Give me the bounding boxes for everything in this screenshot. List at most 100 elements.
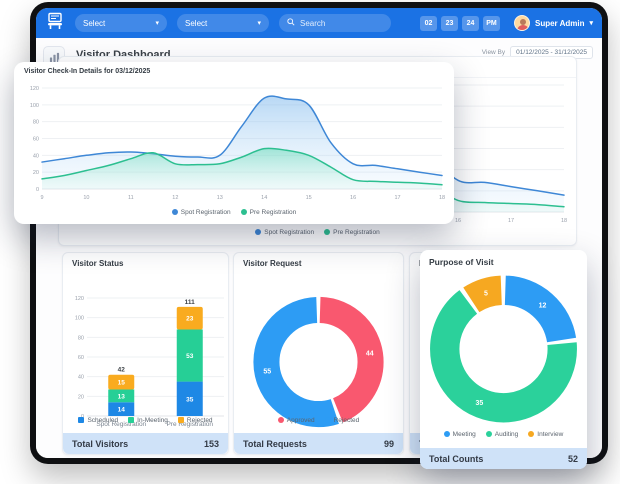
chart-label: 120 — [75, 296, 84, 302]
legend-item: Meeting — [443, 431, 476, 438]
donut-slice — [430, 275, 577, 423]
total-counts-popup-footer: Total Counts 52 — [420, 448, 587, 469]
chart-label: 12 — [539, 303, 547, 310]
visitor-status-card: Visitor Status 02040608010012014131542Sp… — [62, 252, 229, 455]
chevron-down-icon: ▾ — [257, 19, 261, 27]
total-requests-value: 99 — [383, 438, 394, 449]
chart-label: 80 — [33, 120, 39, 126]
top-navbar: Select ▾ Select ▾ — [36, 8, 602, 38]
clock-minutes: 23 — [441, 15, 458, 31]
checkin-chart-legend: Spot Registration Pre Registration — [59, 222, 576, 240]
checkin-details-popup: Visitor Check-In Details for 03/12/2025 … — [14, 62, 454, 224]
chart-label: 100 — [75, 316, 84, 322]
chart-label: Pre Registration — [166, 421, 213, 428]
chart-label: 100 — [30, 103, 39, 109]
chart-label: 15 — [118, 380, 126, 387]
visitor-request-donut-chart: 44 55 — [234, 292, 403, 432]
chart-label: 9 — [40, 195, 43, 201]
chart-label: Spot Registration — [96, 421, 146, 428]
chart-label: 12 — [172, 195, 178, 201]
total-visitors-value: 153 — [203, 438, 219, 449]
chart-label: 18 — [439, 195, 445, 201]
bar-segment — [176, 306, 203, 330]
legend-item: Pre Registration — [324, 229, 380, 236]
view-by-label: View By — [481, 49, 506, 56]
area-chart-svg: 0 20 40 60 80 100 120 9 10 11 12 13 14 15 16 17 18 — [30, 86, 445, 201]
clock-seconds: 24 — [462, 15, 479, 31]
legend-item: Auditing — [485, 431, 518, 438]
chart-label: 44 — [366, 350, 374, 357]
visitor-request-card: Visitor Request 44 55 Approved Rejected To… — [233, 252, 404, 455]
checkin-popup-legend: Spot Registration Pre Registration — [14, 202, 454, 220]
chart-label: 60 — [78, 355, 84, 361]
donut-chart-svg: 12 35 5 — [430, 275, 577, 423]
donut-slice — [253, 296, 384, 428]
clock-hours: 02 — [420, 15, 437, 31]
legend-item: Rejected — [324, 417, 359, 424]
total-requests-footer: Total Requests 99 — [234, 433, 403, 454]
select-dropdown-2[interactable]: Select ▾ — [177, 14, 269, 32]
chart-label: 23 — [186, 316, 194, 323]
clock-meridiem: PM — [483, 15, 500, 31]
visitor-request-legend: Approved Rejected — [234, 410, 403, 428]
legend-item: Spot Registration — [171, 209, 231, 216]
legend-item: Spot Registration — [255, 229, 314, 236]
clock-display: 02 23 24 PM — [420, 15, 500, 31]
chart-label: 18 — [561, 218, 567, 224]
chart-label: 11 — [128, 195, 134, 201]
search-icon — [287, 18, 295, 28]
chart-label: 10 — [83, 195, 89, 201]
chart-label: 35 — [475, 400, 483, 407]
chart-label: 20 — [33, 170, 39, 176]
checkin-popup-area-chart: 0 20 40 60 80 100 120 9 10 11 12 13 14 15 16 17 18 — [18, 82, 450, 202]
visitor-status-title: Visitor Status — [72, 259, 124, 268]
chart-label: 42 — [118, 367, 126, 374]
chart-label: 17 — [394, 195, 400, 201]
bar-segment — [108, 389, 135, 403]
app-logo-icon — [45, 11, 65, 36]
visitor-request-title: Visitor Request — [243, 259, 302, 268]
chevron-down-icon: ▾ — [589, 19, 593, 27]
chart-label: 15 — [306, 195, 312, 201]
chart-label: 14 — [261, 195, 267, 201]
bar-segment — [176, 329, 203, 382]
chart-label: 0 — [36, 187, 39, 193]
purpose-popup-donut-chart: 12 35 5 — [420, 270, 587, 428]
legend-item: Rejected — [177, 417, 213, 424]
checkin-popup-title: Visitor Check-In Details for 03/12/2025 — [24, 68, 151, 75]
bar-segment — [176, 381, 203, 416]
purpose-of-visit-popup: Purpose of Visit 12 35 5 Meeting Auditing In… — [420, 250, 587, 469]
chart-label: 13 — [217, 195, 223, 201]
search-box[interactable] — [279, 14, 391, 32]
chart-label: 55 — [263, 369, 271, 376]
user-avatar — [514, 15, 530, 31]
total-visitors-footer: Total Visitors 153 — [63, 433, 228, 454]
purpose-popup-legend: Meeting Auditing Interview — [420, 424, 587, 442]
legend-item: Interview — [528, 431, 563, 438]
donut-slice — [253, 296, 384, 428]
total-counts-popup-value: 52 — [567, 453, 578, 464]
visitor-status-legend: Scheduled In-Meeting Rejected — [63, 410, 228, 428]
legend-item: Approved — [277, 417, 315, 424]
chart-label: 16 — [350, 195, 356, 201]
bar-chart-svg: 02040608010012014131542Spot Registration… — [75, 296, 224, 428]
chart-label: 5 — [484, 290, 488, 297]
user-menu[interactable]: Super Admin ▾ — [514, 15, 593, 31]
search-input[interactable] — [300, 18, 380, 28]
chart-label: 35 — [186, 396, 194, 403]
select-dropdown-1[interactable]: Select ▾ — [75, 14, 167, 32]
user-name: Super Admin — [535, 18, 585, 28]
select-dropdown-2-value: Select — [185, 18, 208, 28]
chart-label: 14 — [118, 407, 126, 414]
chart-label: 120 — [30, 86, 39, 92]
legend-item: Scheduled — [78, 417, 118, 424]
bar-segment — [108, 402, 135, 416]
chart-label: 40 — [78, 375, 84, 381]
total-counts-popup-label: Total Counts — [429, 453, 484, 464]
total-requests-label: Total Requests — [243, 438, 307, 449]
purpose-popup-title: Purpose of Visit — [429, 257, 494, 267]
legend-item: In-Meeting — [128, 417, 168, 424]
chart-label: 80 — [78, 335, 84, 341]
bar-segment — [108, 374, 135, 390]
